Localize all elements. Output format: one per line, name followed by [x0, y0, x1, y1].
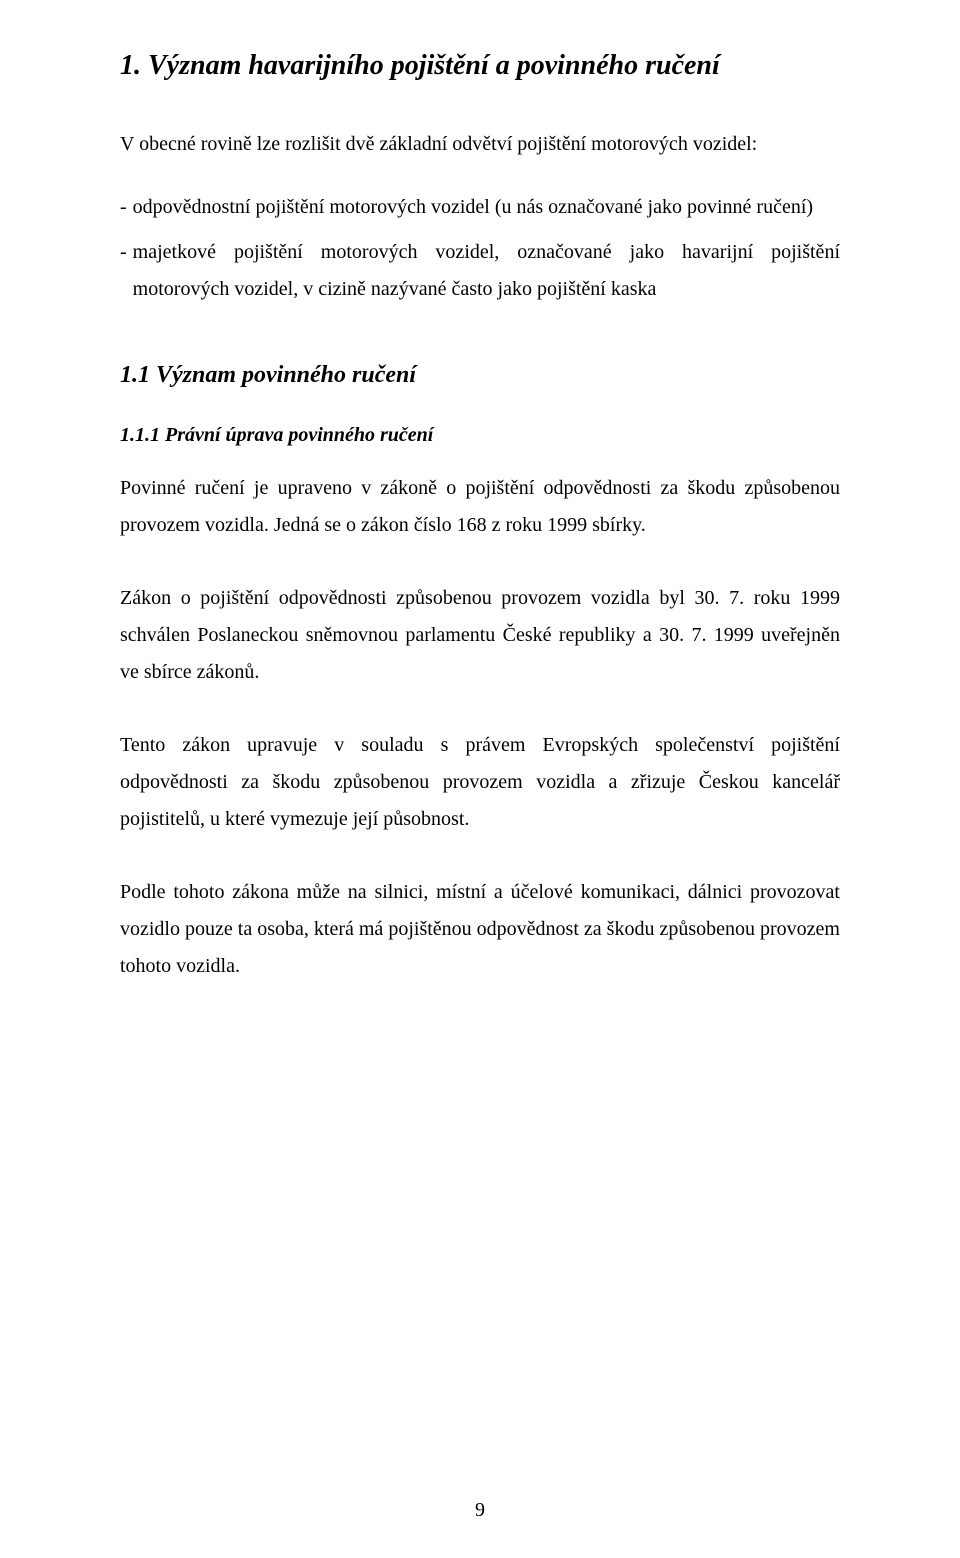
list-item-text: odpovědnostní pojištění motorových vozid… [133, 189, 840, 226]
list-item: - majetkové pojištění motorových vozidel… [120, 234, 840, 308]
heading-1: 1. Význam havarijního pojištění a povinn… [120, 48, 840, 84]
document-page: 1. Význam havarijního pojištění a povinn… [0, 0, 960, 1558]
heading-3: 1.1.1 Právní úprava povinného ručení [120, 422, 840, 448]
list-bullet: - [120, 189, 133, 226]
spacer [120, 717, 840, 727]
paragraph: Tento zákon upravuje v souladu s právem … [120, 727, 840, 838]
paragraph: Zákon o pojištění odpovědnosti způsobeno… [120, 580, 840, 691]
paragraph: Povinné ručení je upraveno v zákoně o po… [120, 470, 840, 544]
intro-paragraph: V obecné rovině lze rozlišit dvě základn… [120, 126, 840, 163]
list-item-text: majetkové pojištění motorových vozidel, … [133, 234, 840, 308]
paragraph: Podle tohoto zákona může na silnici, mís… [120, 874, 840, 985]
list-item: - odpovědnostní pojištění motorových voz… [120, 189, 840, 226]
heading-2: 1.1 Význam povinného ručení [120, 360, 840, 391]
bullet-list: - odpovědnostní pojištění motorových voz… [120, 189, 840, 308]
spacer [120, 570, 840, 580]
list-bullet: - [120, 234, 133, 308]
spacer [120, 864, 840, 874]
page-number: 9 [0, 1499, 960, 1522]
